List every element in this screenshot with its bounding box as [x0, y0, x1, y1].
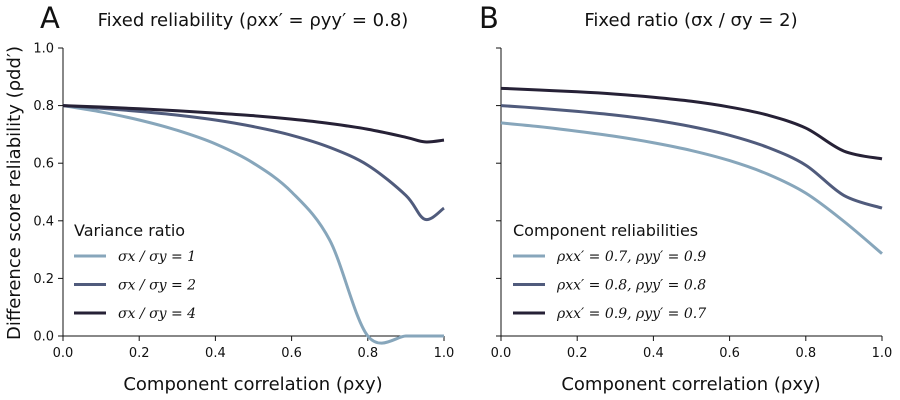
- panel-b: 0.0 0.2 0.4 0.6 0.8 1.0 ρxx′ = 0.7, ρyy′ = 0.9…: [491, 47, 893, 361]
- panel-a: 0.0 0.2 0.4 0.6 0.8 1.0 0.0 0.2 0.4 0.6 0.8 1.0 σx /…: [33, 42, 454, 362]
- series-line-a-2: [62, 104, 445, 222]
- x-tick-label-b: 1.0: [872, 346, 893, 361]
- y-tick-label-a: 0.6: [33, 157, 54, 172]
- legend-title-a: Variance ratio: [74, 221, 185, 240]
- series-line-a-1: [62, 104, 444, 345]
- x-tick-label-b: 0.8: [795, 346, 816, 361]
- legend-label-a-3: σx / σy = 4: [118, 306, 196, 322]
- x-tick-label-b: 0.4: [643, 346, 664, 361]
- series-line-b-2: [500, 104, 883, 210]
- legend-label-b-3: ρxx′ = 0.9, ρyy′ = 0.7: [556, 306, 706, 322]
- panel-letter-a: A: [40, 1, 60, 35]
- x-tick-label-a: 0.8: [357, 346, 378, 361]
- x-tick-label-a: 0.4: [205, 346, 226, 361]
- x-tick-label-b: 0.6: [719, 346, 740, 361]
- x-tick-label-b: 0.0: [491, 346, 512, 361]
- y-tick-label-a: 0.2: [33, 272, 54, 287]
- x-tick-label-a: 0.6: [281, 346, 302, 361]
- legend-title-b: Component reliabilities: [513, 221, 698, 240]
- y-axis-title: Difference score reliability (ρdd′): [4, 46, 25, 340]
- series-line-a-3: [62, 104, 445, 144]
- y-tick-label-a: 0.0: [33, 330, 54, 345]
- x-tick-label-a: 1.0: [434, 346, 455, 361]
- y-tick-label-a: 0.8: [33, 99, 54, 114]
- legend-label-b-1: ρxx′ = 0.7, ρyy′ = 0.9: [556, 249, 706, 265]
- y-tick-label-a: 0.4: [33, 214, 54, 229]
- legend-label-a-2: σx / σy = 2: [118, 278, 196, 294]
- x-axis-title-b: Component correlation (ρxy): [561, 374, 820, 395]
- panel-title-a: Fixed reliability (ρxx′ = ρyy′ = 0.8): [98, 10, 409, 31]
- x-tick-label-a: 0.0: [53, 346, 74, 361]
- legend-label-a-1: σx / σy = 1: [118, 249, 196, 265]
- x-axis-title-a: Component correlation (ρxy): [123, 374, 382, 395]
- panel-letter-b: B: [479, 1, 499, 35]
- x-tick-label-b: 0.2: [567, 346, 588, 361]
- y-tick-label-a: 1.0: [33, 42, 54, 57]
- legend-label-b-2: ρxx′ = 0.8, ρyy′ = 0.8: [556, 278, 706, 294]
- series-line-b-1: [500, 121, 883, 255]
- panel-title-b: Fixed ratio (σx / σy = 2): [584, 10, 797, 31]
- x-tick-label-a: 0.2: [129, 346, 150, 361]
- series-line-b-3: [500, 86, 883, 161]
